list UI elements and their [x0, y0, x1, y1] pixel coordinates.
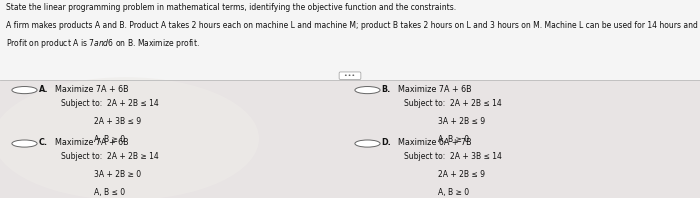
- Circle shape: [12, 87, 37, 94]
- Text: C.: C.: [38, 138, 48, 147]
- Text: A, B ≥ 0: A, B ≥ 0: [438, 135, 468, 144]
- Text: B.: B.: [382, 85, 391, 94]
- Text: A.: A.: [38, 85, 48, 94]
- Circle shape: [355, 140, 380, 147]
- Text: D.: D.: [382, 138, 391, 147]
- Text: 3A + 2B ≥ 0: 3A + 2B ≥ 0: [94, 170, 141, 179]
- Text: A, B ≥ 0: A, B ≥ 0: [438, 188, 468, 197]
- Text: Maximize 7A + 6B: Maximize 7A + 6B: [55, 138, 128, 147]
- Text: •••: •••: [340, 73, 360, 78]
- Text: 2A + 2B ≤ 9: 2A + 2B ≤ 9: [438, 170, 484, 179]
- Ellipse shape: [0, 77, 259, 198]
- Text: Profit on product A is $7 and $6 on B. Maximize profit.: Profit on product A is $7 and $6 on B. M…: [6, 37, 199, 50]
- Text: 2A + 3B ≤ 9: 2A + 3B ≤ 9: [94, 117, 141, 126]
- Text: Subject to:  2A + 2B ≥ 14: Subject to: 2A + 2B ≥ 14: [61, 152, 159, 161]
- Circle shape: [12, 140, 37, 147]
- Text: A firm makes products A and B. Product A takes 2 hours each on machine L and mac: A firm makes products A and B. Product A…: [6, 21, 700, 30]
- Circle shape: [355, 87, 380, 94]
- Text: Subject to:  2A + 2B ≤ 14: Subject to: 2A + 2B ≤ 14: [61, 99, 159, 108]
- Text: Subject to:  2A + 3B ≤ 14: Subject to: 2A + 3B ≤ 14: [404, 152, 502, 161]
- Text: Maximize 7A + 6B: Maximize 7A + 6B: [55, 85, 128, 94]
- Bar: [0, 0, 700, 80]
- Text: A, B ≤ 0: A, B ≤ 0: [94, 188, 125, 197]
- Text: State the linear programming problem in mathematical terms, identifying the obje: State the linear programming problem in …: [6, 3, 456, 12]
- Bar: [0, 80, 700, 198]
- Text: Maximize 6A + 7B: Maximize 6A + 7B: [398, 138, 471, 147]
- Text: A, B ≥ 0: A, B ≥ 0: [94, 135, 125, 144]
- Text: Maximize 7A + 6B: Maximize 7A + 6B: [398, 85, 471, 94]
- Text: Subject to:  2A + 2B ≤ 14: Subject to: 2A + 2B ≤ 14: [404, 99, 502, 108]
- Text: 3A + 2B ≤ 9: 3A + 2B ≤ 9: [438, 117, 484, 126]
